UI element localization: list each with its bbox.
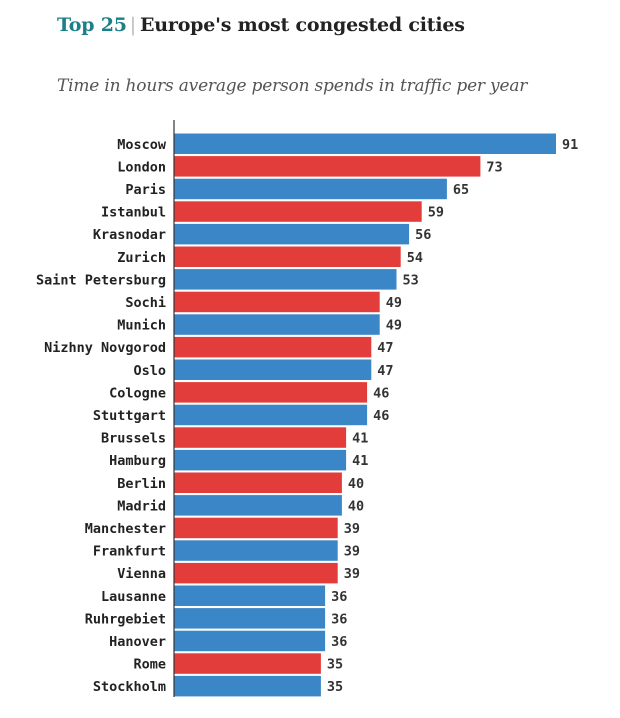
bar-rome [174,653,321,674]
bar-moscow [174,133,556,154]
value-label-zurich: 54 [407,250,423,266]
category-label-oslo: Oslo [133,363,166,379]
bar-hanover [174,630,326,652]
category-label-frankfurt: Frankfurt [93,544,166,560]
bar-berlin [174,472,342,493]
bar-hamburg [174,449,347,471]
value-label-stockholm: 35 [327,679,343,695]
category-label-stuttgart: Stuttgart [93,408,166,424]
bar-madrid [174,495,342,516]
bar-cologne [174,382,368,403]
category-label-cologne: Cologne [109,385,166,401]
value-label-brussels: 41 [352,431,368,447]
value-label-moscow: 91 [562,137,578,153]
value-label-krasnodar: 56 [415,227,431,243]
bar-paris [174,178,447,200]
bar-ruhrgebiet [174,608,326,629]
chart-title: Top 25 | Europe's most congested cities [57,14,465,36]
value-labels-group: 9173655956545349494747464641414040393939… [327,137,578,695]
value-label-nizhny-novgorod: 47 [377,340,393,356]
bar-frankfurt [174,540,338,561]
value-label-saint-petersburg: 53 [403,272,419,288]
value-label-berlin: 40 [348,476,364,492]
value-label-paris: 65 [453,182,469,198]
category-label-lausanne: Lausanne [101,589,166,605]
category-label-ruhrgebiet: Ruhrgebiet [85,611,166,627]
bar-munich [174,314,380,335]
title-lead: Top 25 [57,14,127,36]
category-label-saint-petersburg: Saint Petersburg [36,272,166,288]
bar-stockholm [174,675,321,697]
value-label-stuttgart: 46 [373,408,389,424]
value-label-cologne: 46 [373,385,389,401]
value-label-hamburg: 41 [352,453,368,469]
bar-oslo [174,359,372,380]
category-label-madrid: Madrid [117,498,166,514]
bar-lausanne [174,585,326,606]
title-main: Europe's most congested cities [139,14,465,36]
value-label-madrid: 40 [348,498,364,514]
value-label-ruhrgebiet: 36 [331,611,347,627]
category-label-brussels: Brussels [101,431,166,447]
bar-zurich [174,246,401,267]
category-label-zurich: Zurich [117,250,166,266]
bar-istanbul [174,201,422,222]
category-label-nizhny-novgorod: Nizhny Novgorod [44,340,166,356]
category-label-stockholm: Stockholm [93,679,166,695]
category-label-paris: Paris [125,182,166,198]
bar-london [174,156,481,177]
value-label-hanover: 36 [331,634,347,650]
value-label-vienna: 39 [344,566,360,582]
category-label-hanover: Hanover [109,634,166,650]
value-label-lausanne: 36 [331,589,347,605]
value-label-sochi: 49 [386,295,402,311]
bar-stuttgart [174,404,368,426]
category-label-istanbul: Istanbul [101,205,166,221]
category-label-manchester: Manchester [85,521,166,537]
bars-group [174,133,556,697]
category-label-london: London [117,159,166,175]
category-labels-group: Moscow London Paris Istanbul Krasnodar Zurich… [36,137,167,695]
category-label-moscow: Moscow [117,137,167,153]
category-label-munich: Munich [117,318,166,334]
bar-saint-petersburg [174,269,397,290]
bar-manchester [174,517,338,539]
bar-krasnodar [174,223,410,245]
value-label-frankfurt: 39 [344,544,360,560]
value-label-oslo: 47 [377,363,393,379]
title-separator: | [129,14,136,36]
bar-vienna [174,562,338,584]
category-label-sochi: Sochi [125,295,166,311]
chart-subtitle: Time in hours average person spends in t… [57,76,528,96]
value-label-istanbul: 59 [428,205,444,221]
value-label-munich: 49 [386,318,402,334]
bar-brussels [174,427,347,448]
category-label-vienna: Vienna [117,566,166,582]
value-label-rome: 35 [327,657,343,673]
category-label-berlin: Berlin [117,476,166,492]
category-label-hamburg: Hamburg [109,453,166,469]
bar-sochi [174,291,380,313]
bar-nizhny-novgorod [174,336,372,358]
category-label-krasnodar: Krasnodar [93,227,166,243]
value-label-london: 73 [486,159,502,175]
category-label-rome: Rome [133,657,166,673]
value-label-manchester: 39 [344,521,360,537]
